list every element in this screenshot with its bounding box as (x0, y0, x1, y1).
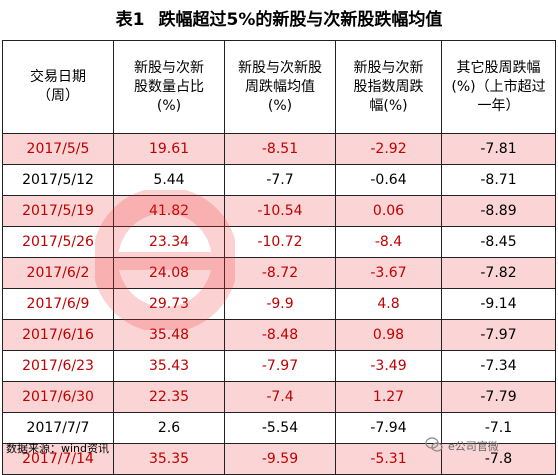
cell-date: 2017/5/26 (2, 226, 114, 258)
cell-ratio: 22.35 (113, 381, 225, 413)
table-row: 2017/5/12 5.44 -7.7 -0.64 -8.71 (2, 164, 556, 196)
cell-index: 0.06 (335, 195, 442, 227)
cell-avg: -8.72 (224, 257, 336, 289)
cell-index: 4.8 (335, 288, 442, 320)
cell-avg: -7.4 (224, 381, 336, 413)
cell-date: 2017/6/30 (2, 381, 114, 413)
header-date: 交易日期 （周） (2, 40, 114, 134)
cell-avg: -9.9 (224, 288, 336, 320)
cell-avg: -5.54 (224, 412, 336, 444)
cell-other: -7.34 (441, 350, 556, 382)
table-caption: 跌幅超过5%的新股与次新股跌幅均值 (158, 10, 443, 30)
cell-avg: -10.72 (224, 226, 336, 258)
table-title: 表1 跌幅超过5%的新股与次新股跌幅均值 (0, 0, 558, 40)
cell-other: -7.79 (441, 381, 556, 413)
cell-other: -7.82 (441, 257, 556, 289)
table-number: 表1 (115, 10, 145, 30)
cell-ratio: 5.44 (113, 164, 225, 196)
header-index: 新股与次新 股指数周跌 幅(%) (335, 40, 442, 134)
cell-date: 2017/5/12 (2, 164, 114, 196)
data-source: 数据来源：wind资讯 (6, 442, 110, 455)
table-row: 2017/5/19 41.82 -10.54 0.06 -8.89 (2, 195, 556, 227)
cell-date: 2017/6/2 (2, 257, 114, 289)
cell-avg: -9.59 (224, 443, 336, 475)
cell-avg: -8.48 (224, 319, 336, 351)
table-row: 2017/5/5 19.61 -8.51 -2.92 -7.81 (2, 133, 556, 165)
cell-avg: -10.54 (224, 195, 336, 227)
cell-avg: -8.51 (224, 133, 336, 165)
data-table: 交易日期 （周） 新股与次新 股数量占比 (%) 新股与次新股 周跌幅均值 (%) 新股与… (2, 40, 556, 475)
cell-index: -7.94 (335, 412, 442, 444)
table-row: 2017/5/26 23.34 -10.72 -8.4 -8.45 (2, 226, 556, 258)
wechat-icon (425, 437, 443, 452)
cell-ratio: 2.6 (113, 412, 225, 444)
table-row: 2017/6/9 29.73 -9.9 4.8 -9.14 (2, 288, 556, 320)
cell-ratio: 24.08 (113, 257, 225, 289)
cell-other: -7.97 (441, 319, 556, 351)
cell-date: 2017/6/16 (2, 319, 114, 351)
header-avg: 新股与次新股 周跌幅均值 (%) (224, 40, 336, 134)
cell-index: -3.49 (335, 350, 442, 382)
cell-index: -2.92 (335, 133, 442, 165)
cell-other: -8.45 (441, 226, 556, 258)
table-row: 2017/6/30 22.35 -7.4 1.27 -7.79 (2, 381, 556, 413)
watermark-text: e公司官微 (448, 440, 499, 453)
cell-index: -3.67 (335, 257, 442, 289)
table-row: 2017/6/23 35.43 -7.97 -3.49 -7.34 (2, 350, 556, 382)
table-row: 2017/7/7 2.6 -5.54 -7.94 -7.1 (2, 412, 556, 444)
cell-other: -7.81 (441, 133, 556, 165)
header-row: 交易日期 （周） 新股与次新 股数量占比 (%) 新股与次新股 周跌幅均值 (%) 新股与… (2, 40, 556, 134)
header-ratio: 新股与次新 股数量占比 (%) (113, 40, 225, 134)
cell-date: 2017/5/19 (2, 195, 114, 227)
cell-avg: -7.7 (224, 164, 336, 196)
cell-other: -8.89 (441, 195, 556, 227)
cell-other: -7.1 (441, 412, 556, 444)
cell-ratio: 29.73 (113, 288, 225, 320)
table-row: 2017/6/16 35.48 -8.48 0.98 -7.97 (2, 319, 556, 351)
cell-date: 2017/6/23 (2, 350, 114, 382)
cell-other: -9.14 (441, 288, 556, 320)
cell-ratio: 19.61 (113, 133, 225, 165)
cell-index: 1.27 (335, 381, 442, 413)
cell-ratio: 35.48 (113, 319, 225, 351)
cell-ratio: 35.43 (113, 350, 225, 382)
cell-ratio: 41.82 (113, 195, 225, 227)
cell-other: -8.71 (441, 164, 556, 196)
cell-index: 0.98 (335, 319, 442, 351)
cell-ratio: 35.35 (113, 443, 225, 475)
cell-index: -0.64 (335, 164, 442, 196)
cell-date: 2017/6/9 (2, 288, 114, 320)
cell-index: -8.4 (335, 226, 442, 258)
cell-date: 2017/7/7 (2, 412, 114, 444)
cell-date: 2017/5/5 (2, 133, 114, 165)
header-other: 其它股周跌幅 (%)（上市超过 一年） (441, 40, 556, 134)
cell-ratio: 23.34 (113, 226, 225, 258)
table-row: 2017/6/2 24.08 -8.72 -3.67 -7.82 (2, 257, 556, 289)
cell-avg: -7.97 (224, 350, 336, 382)
